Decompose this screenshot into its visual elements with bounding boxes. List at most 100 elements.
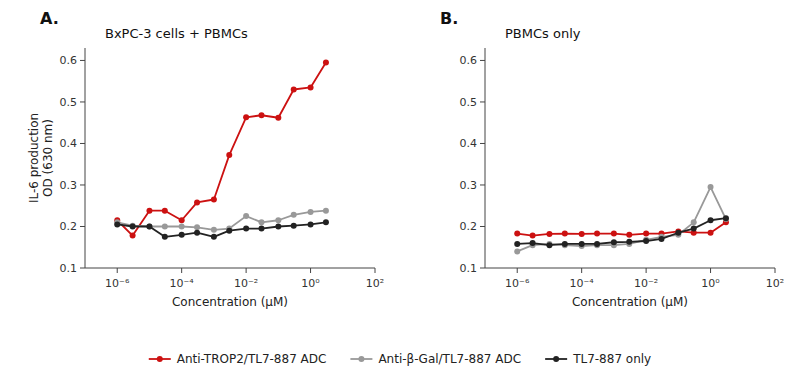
data-point	[562, 241, 568, 247]
data-point	[514, 241, 520, 247]
y-tick	[480, 143, 485, 144]
series-line	[117, 63, 326, 236]
y-tick	[480, 268, 485, 269]
x-tick	[581, 268, 582, 273]
x-tick-label: 10⁻⁴	[170, 277, 195, 290]
y-tick	[80, 184, 85, 185]
x-tick	[646, 268, 647, 273]
data-point	[323, 219, 329, 225]
data-point	[162, 223, 168, 229]
panel-label: B.	[440, 9, 458, 28]
data-point	[275, 115, 281, 121]
legend-label: Anti-β-Gal/TL7-887 ADC	[378, 352, 521, 366]
data-point	[211, 234, 217, 240]
x-tick	[310, 268, 311, 273]
x-tick-label: 10⁻⁴	[570, 277, 595, 290]
data-point	[211, 197, 217, 203]
data-point	[691, 226, 697, 232]
data-point	[258, 219, 264, 225]
plot-area	[114, 60, 329, 240]
data-point	[723, 216, 729, 222]
y-tick-label: 0.4	[60, 137, 78, 150]
data-point	[546, 231, 552, 237]
legend-marker	[553, 356, 559, 362]
x-tick	[375, 268, 376, 273]
data-point	[658, 236, 664, 242]
y-axis-line	[85, 48, 86, 268]
y-tick-label: 0.1	[60, 262, 78, 275]
y-tick-label: 0.6	[60, 54, 78, 67]
data-point	[594, 241, 600, 247]
data-point	[643, 231, 649, 237]
y-tick	[80, 143, 85, 144]
data-point	[146, 223, 152, 229]
data-point	[162, 208, 168, 214]
data-point	[146, 208, 152, 214]
data-point	[530, 240, 536, 246]
x-axis-label: Concentration (μM)	[172, 295, 288, 309]
panel-title: BxPC-3 cells + PBMCs	[105, 26, 248, 41]
y-axis-label-line: IL-6 production	[27, 113, 41, 203]
data-point	[626, 239, 632, 245]
legend-label: TL7-887 only	[572, 352, 651, 366]
data-point	[114, 221, 120, 227]
data-point	[243, 114, 249, 120]
data-point	[594, 231, 600, 237]
legend-entry: Anti-β-Gal/TL7-887 ADC	[350, 352, 521, 366]
y-tick	[80, 101, 85, 102]
data-point	[723, 215, 729, 221]
data-point	[546, 242, 552, 248]
y-tick	[80, 268, 85, 269]
data-point	[611, 231, 617, 237]
data-point	[179, 217, 185, 223]
data-point	[611, 239, 617, 245]
data-point	[291, 87, 297, 93]
data-point	[179, 223, 185, 229]
data-point	[530, 233, 536, 239]
data-point	[643, 238, 649, 244]
x-tick-label: 10²	[366, 277, 384, 290]
data-point	[194, 199, 200, 205]
data-point	[194, 224, 200, 230]
data-point	[626, 232, 632, 238]
series-line	[117, 222, 326, 237]
data-point	[708, 184, 714, 190]
x-tick	[710, 268, 711, 273]
data-point	[291, 212, 297, 218]
data-point	[243, 226, 249, 232]
x-tick	[181, 268, 182, 273]
y-tick-label: 0.4	[460, 137, 478, 150]
data-point	[130, 223, 136, 229]
y-tick-label: 0.2	[460, 220, 478, 233]
x-axis-label: Concentration (μM)	[572, 295, 688, 309]
data-point	[226, 228, 232, 234]
y-tick	[80, 60, 85, 61]
x-tick	[246, 268, 247, 273]
y-tick-label: 0.3	[460, 179, 478, 192]
x-tick-label: 10²	[766, 277, 784, 290]
data-point	[323, 208, 329, 214]
x-tick-label: 10⁰	[301, 277, 320, 290]
data-point	[194, 230, 200, 236]
y-tick	[480, 101, 485, 102]
y-tick-label: 0.2	[60, 220, 78, 233]
y-tick	[480, 184, 485, 185]
y-tick-label: 0.3	[60, 179, 78, 192]
panel-label: A.	[40, 9, 59, 28]
data-point	[323, 60, 329, 66]
data-point	[308, 209, 314, 215]
legend-entry: Anti-TROP2/TL7-887 ADC	[149, 352, 327, 366]
x-tick-label: 10⁻⁶	[505, 277, 530, 290]
y-axis-label: IL-6 productionOD (630 nm)	[27, 113, 55, 203]
series-line	[117, 211, 326, 230]
data-point	[675, 230, 681, 236]
series-line	[517, 187, 726, 251]
data-point	[308, 221, 314, 227]
data-point	[291, 223, 297, 229]
panel-title: PBMCs only	[505, 26, 581, 41]
x-tick-label: 10⁰	[701, 277, 720, 290]
data-point	[243, 213, 249, 219]
x-tick-label: 10⁻²	[234, 277, 258, 290]
data-point	[211, 227, 217, 233]
y-axis-label-line: OD (630 nm)	[41, 119, 55, 197]
